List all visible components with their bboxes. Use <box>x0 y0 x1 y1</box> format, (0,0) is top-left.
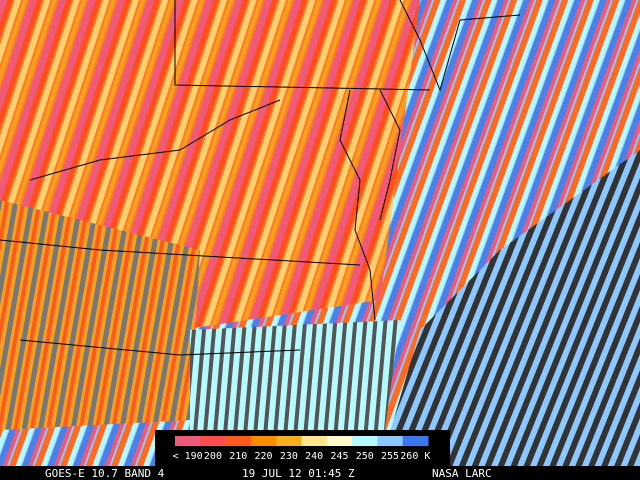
colorbar-label: 260 K <box>400 451 430 462</box>
footer-time: 19 JUL 12 01:45 Z <box>242 467 355 480</box>
colorbar-label: 220 <box>255 451 273 462</box>
footer-bar <box>0 466 640 480</box>
map-borders <box>0 0 520 355</box>
footer-satellite: GOES-E 10.7 BAND 4 <box>45 467 165 480</box>
colorbar-swatch <box>250 436 277 446</box>
footer-source: NASA LARC <box>432 467 492 480</box>
colorbar-swatch <box>301 436 328 446</box>
border <box>174 0 431 91</box>
colorbar-swatch <box>276 436 302 446</box>
colorbar-swatch <box>225 436 252 446</box>
colorbar-label: 210 <box>229 451 247 462</box>
southern-area <box>190 320 400 466</box>
colorbar-swatch <box>377 436 404 446</box>
colorbar-label: < 190 <box>173 451 203 462</box>
coast <box>339 89 376 321</box>
colorbar-swatch <box>326 436 353 446</box>
colorbar-swatch <box>175 436 201 446</box>
colorbar: < 190 200 210 220 230 240 245 250 255 260 K <box>173 436 430 462</box>
ocean-area <box>380 150 640 466</box>
colorbar-swatch <box>352 436 378 446</box>
coast <box>399 0 521 92</box>
western-clouds <box>0 200 200 430</box>
colorbar-label: 245 <box>330 451 348 462</box>
colorbar-label: 230 <box>280 451 298 462</box>
coast <box>379 89 401 221</box>
colorbar-swatch <box>200 436 227 446</box>
colorbar-label: 250 <box>356 451 374 462</box>
colorbar-label: 255 <box>381 451 399 462</box>
colorbar-swatch <box>402 436 429 446</box>
colorbar-label: 200 <box>204 451 222 462</box>
border <box>19 339 301 356</box>
colorbar-label: 240 <box>305 451 323 462</box>
border <box>29 99 281 181</box>
border <box>0 239 361 266</box>
